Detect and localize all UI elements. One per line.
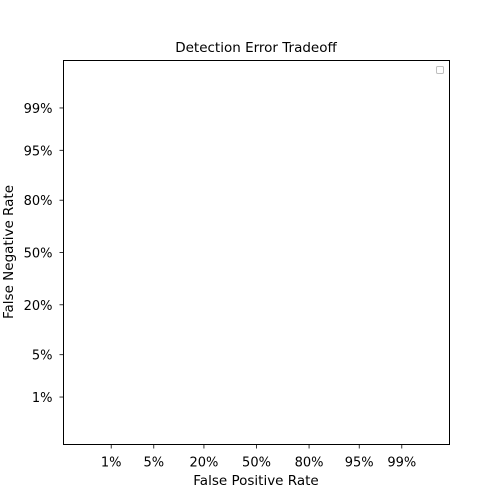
y-axis: 1% 5% 20% 50% 80% 95% 99%: [24, 102, 64, 406]
y-tick-label: 95%: [24, 144, 53, 159]
x-tick-label: 99%: [387, 456, 416, 471]
x-tick-label: 1%: [101, 456, 122, 471]
y-tick-label: 99%: [24, 102, 53, 117]
x-tick-label: 5%: [143, 456, 164, 471]
x-axis-label: False Positive Rate: [193, 473, 318, 489]
x-tick-label: 95%: [345, 456, 374, 471]
y-tick-label: 20%: [24, 299, 53, 314]
y-axis-label: False Negative Rate: [1, 185, 17, 319]
y-tick-label: 80%: [24, 194, 53, 209]
y-tick-label: 5%: [32, 349, 53, 364]
y-tick-label: 50%: [24, 247, 53, 262]
plot-frame: [63, 60, 450, 445]
x-tick-label: 50%: [242, 456, 271, 471]
legend-box: [436, 66, 444, 74]
x-axis: 1% 5% 20% 50% 80% 95% 99%: [101, 444, 416, 471]
y-tick-label: 1%: [32, 391, 53, 406]
chart-title: Detection Error Tradeoff: [175, 40, 337, 56]
x-tick-label: 80%: [295, 456, 324, 471]
x-tick-label: 20%: [189, 456, 218, 471]
